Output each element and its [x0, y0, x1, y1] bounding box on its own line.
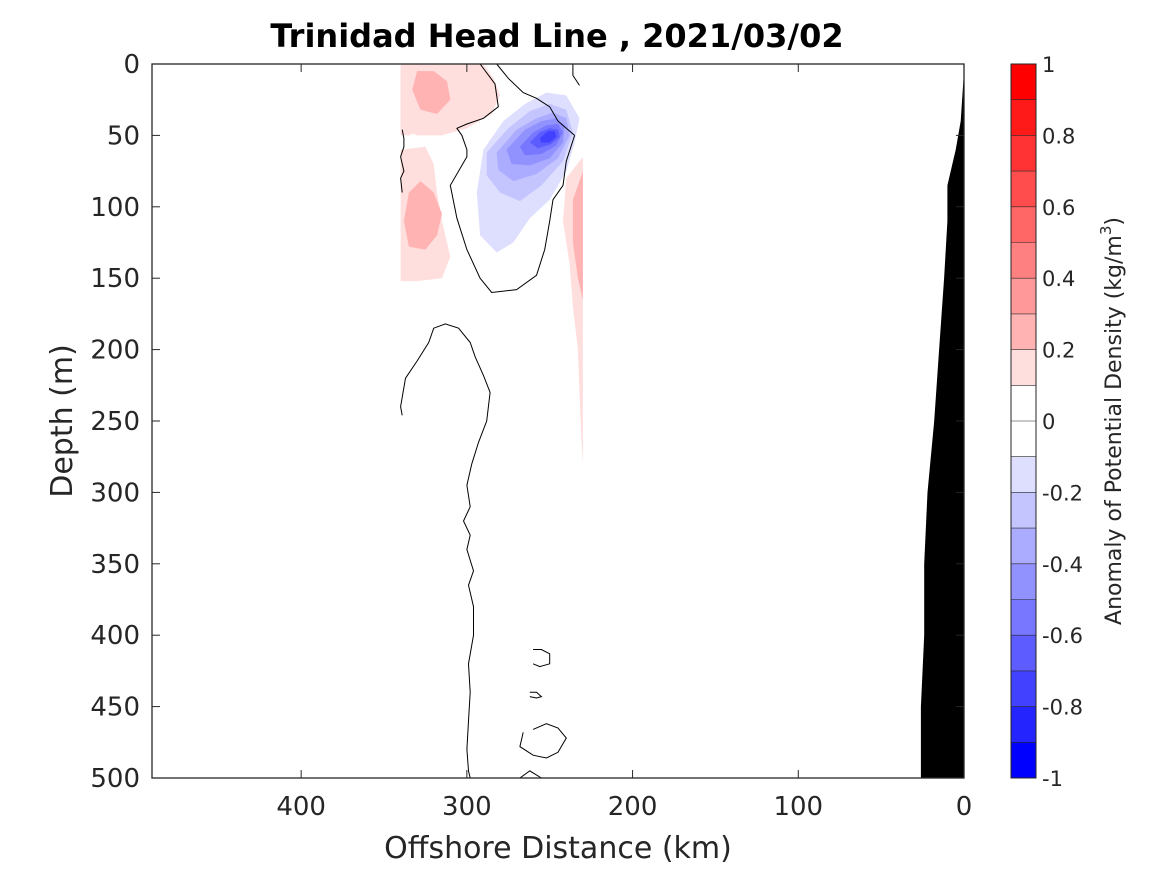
colorbar-swatch [1011, 670, 1036, 707]
plot-area: 0 50 100 150 200 250 300 350 400 450 500 400 300 200… [90, 50, 972, 822]
colorbar-swatch [1011, 456, 1036, 493]
colorbar-swatch [1011, 135, 1036, 172]
x-tick-label: 100 [773, 792, 823, 822]
x-tick-label: 200 [608, 792, 658, 822]
colorbar-label-superscript: 3 [1097, 226, 1115, 236]
colorbar-tick-label: 0.6 [1042, 196, 1075, 220]
colorbar-swatch [1011, 171, 1036, 207]
colorbar-tick-label: 0.8 [1042, 124, 1075, 148]
colorbar-swatch [1011, 742, 1036, 778]
colorbar-ticks: 1 0.8 0.6 0.4 0.2 0 -0.2 -0.4 -0.6 -0.8 -1 [1042, 53, 1083, 791]
y-tick-label: 0 [123, 50, 140, 80]
colorbar-swatch [1011, 706, 1036, 743]
colorbar-tick-label: 0 [1042, 410, 1055, 434]
colorbar-frame [1010, 63, 1037, 779]
x-axis-ticks: 400 300 200 100 0 [276, 64, 972, 822]
colorbar-tick-label: -0.8 [1042, 696, 1083, 720]
zero-contour-1 [400, 129, 405, 193]
colorbar-label: Anomaly of Potential Density (kg/m3) [1097, 217, 1127, 625]
colorbar-swatch [1011, 528, 1036, 564]
colorbar-swatch [1011, 421, 1036, 457]
y-tick-label: 250 [90, 407, 140, 437]
y-axis-ticks: 0 50 100 150 200 250 300 350 400 450 500 [90, 50, 964, 794]
x-tick-label: 300 [442, 792, 492, 822]
colorbar-swatch [1011, 599, 1036, 636]
colorbar-tick-label: -0.4 [1042, 553, 1083, 577]
zero-contour-8 [519, 723, 567, 759]
zero-contour-3 [572, 64, 580, 86]
colorbar-swatch [1011, 492, 1036, 529]
colorbar-label-main: Anomaly of Potential Density (kg/m [1102, 235, 1127, 625]
y-tick-label: 150 [90, 264, 140, 294]
colorbar-tick-label: -0.6 [1042, 624, 1083, 648]
colorbar-swatch [1011, 349, 1036, 386]
x-axis-label: Offshore Distance (km) [384, 831, 732, 866]
colorbar-swatch [1011, 313, 1036, 350]
colorbar-swatch [1011, 99, 1036, 136]
positive-anomaly-upper-core [412, 71, 451, 114]
positive-anomaly-mid-core [403, 181, 442, 250]
zero-contour-5 [400, 323, 491, 779]
y-tick-label: 450 [90, 693, 140, 723]
zero-contour-lines [400, 63, 580, 779]
colorbar-label-suffix: ) [1102, 217, 1127, 226]
colorbar-swatch [1011, 385, 1036, 421]
zero-contour-2 [496, 63, 575, 136]
zero-contour-6 [532, 649, 551, 668]
colorbar-tick-label: -1 [1042, 767, 1063, 791]
positive-anomaly-east-core [572, 171, 583, 300]
colorbar [1010, 63, 1037, 779]
bathymetry-layer [920, 64, 964, 778]
colorbar-swatch [1011, 635, 1036, 671]
colorbar-tick-label: -0.2 [1042, 481, 1083, 505]
filled-contour-regions [400, 64, 583, 464]
negative-anomaly-08 [539, 131, 557, 143]
x-tick-label: 400 [276, 792, 326, 822]
colorbar-swatch [1011, 563, 1036, 600]
y-tick-label: 500 [90, 764, 140, 794]
y-tick-label: 350 [90, 550, 140, 580]
y-tick-label: 50 [107, 121, 140, 151]
y-tick-label: 400 [90, 621, 140, 651]
x-tick-label: 0 [956, 792, 973, 822]
colorbar-tick-label: 1 [1042, 53, 1055, 77]
y-axis-label: Depth (m) [45, 344, 80, 498]
colorbar-swatch [1011, 64, 1036, 100]
zero-contour-7 [529, 691, 543, 699]
y-tick-label: 100 [90, 193, 140, 223]
colorbar-tick-label: 0.2 [1042, 339, 1075, 363]
colorbar-tick-label: 0.4 [1042, 267, 1075, 291]
zero-contour-9 [519, 770, 542, 779]
y-tick-label: 300 [90, 478, 140, 508]
colorbar-swatch [1011, 206, 1036, 243]
chart-title: Trinidad Head Line , 2021/03/02 [270, 17, 843, 55]
zero-contour-4 [449, 63, 576, 294]
colorbar-swatch [1011, 242, 1036, 279]
colorbar-swatch [1011, 278, 1036, 314]
bathymetry-shelf [920, 64, 964, 778]
y-tick-label: 200 [90, 336, 140, 366]
